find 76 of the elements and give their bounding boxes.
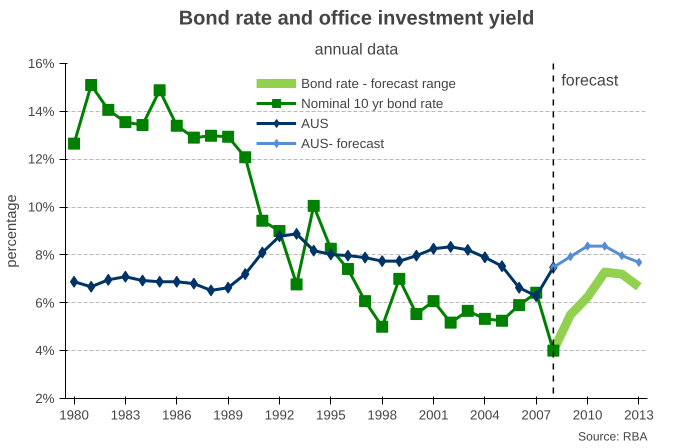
point [224,282,232,294]
point [154,84,166,96]
point [70,276,78,288]
x-tick-label: 1992 [264,408,294,422]
point [513,299,526,312]
x-tick-label: 1986 [162,408,192,422]
point [480,251,490,264]
point [155,276,164,288]
point [102,104,114,116]
x-tick-label: 2010 [572,408,602,422]
point [206,284,216,296]
x-tick-label: 2004 [470,408,500,422]
point [85,79,98,92]
point [393,272,406,285]
x-tick-label: 1983 [110,408,140,422]
point [496,314,508,327]
point [498,260,506,272]
point [308,200,320,212]
legend-label: AUS- forecast [301,136,384,150]
point [188,132,200,144]
x-tick-label: 2007 [521,408,552,422]
point [359,295,372,308]
point [68,138,80,150]
point [376,320,388,333]
point [121,270,130,283]
source-note: Source: RBA [578,430,648,444]
point [567,252,574,262]
point [410,308,422,320]
y-tick-label: 2% [35,391,55,406]
point [239,151,252,164]
point [119,116,132,128]
point [138,274,147,287]
point [547,344,560,357]
legend-label: AUS [301,116,328,130]
point [446,240,455,253]
point [205,130,217,142]
y-tick-label: 16% [28,56,55,71]
x-tick-label: 2001 [418,408,448,422]
y-tick-label: 10% [28,200,55,215]
point [290,278,303,290]
point [360,252,370,264]
x-tick-label: 1995 [316,408,346,422]
x-tick-label: 1989 [213,408,243,422]
point [258,246,267,259]
point [342,263,354,276]
y-tick-label: 14% [28,104,55,119]
point [429,242,438,255]
y-tick-label: 12% [28,152,55,167]
x-tick-label: 1998 [367,408,398,422]
y-tick-label: 8% [35,247,55,262]
point [428,295,440,308]
chart-title: Bond rate and office investment yield [178,8,534,30]
y-tick-label: 6% [35,295,55,310]
point [514,282,524,294]
point [292,228,301,240]
legend-label: Bond rate - forecast range [301,76,456,90]
legend-label: Nominal 10 yr bond rate [301,96,444,110]
x-tick-label: 1980 [59,408,89,422]
point [444,316,457,329]
point [478,312,491,325]
point [584,242,591,251]
chart-subtitle: annual data [314,42,398,58]
y-tick-label: 4% [35,343,55,358]
point [136,118,149,131]
point [462,304,474,317]
point [636,258,642,267]
point [170,120,183,132]
point [222,130,234,143]
point [256,214,268,227]
y-axis-title: percentage [4,194,20,268]
point [275,230,284,242]
point [344,250,352,262]
point [190,278,198,290]
point [412,250,421,262]
ref-line-label: forecast [561,72,619,90]
x-tick-label: 2013 [624,408,654,422]
